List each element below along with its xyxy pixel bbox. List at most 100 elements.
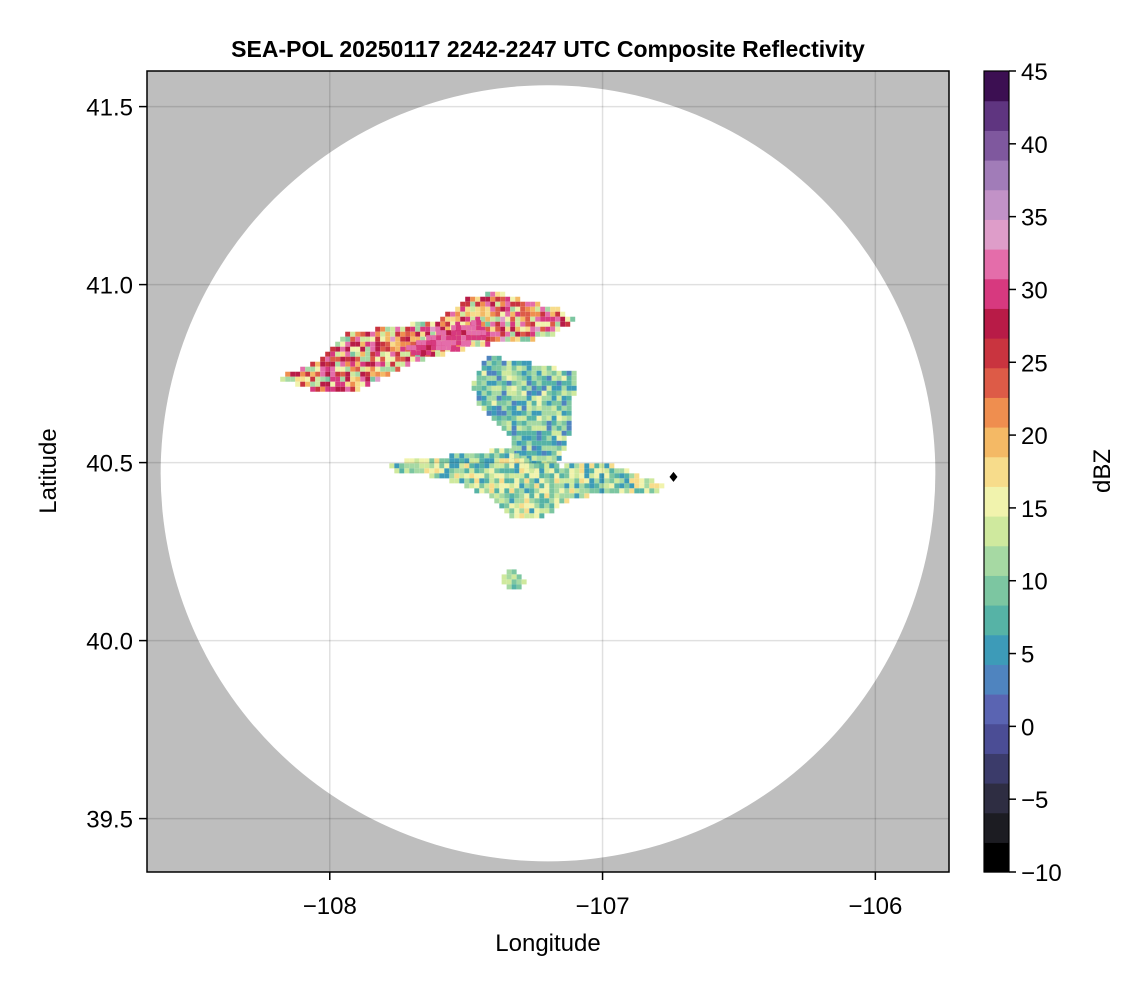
echo-pixel [514, 468, 520, 474]
echo-pixel [355, 386, 361, 392]
echo-pixel [529, 508, 535, 514]
echo-pixel [475, 296, 481, 302]
echo-pixel [556, 455, 562, 461]
echo-pixel [506, 425, 512, 431]
echo-pixel [506, 375, 512, 381]
echo-pixel [454, 458, 460, 464]
echo-pixel [561, 420, 567, 426]
echo-pixel [475, 341, 481, 347]
echo-pixel [435, 321, 441, 327]
echo-pixel [370, 331, 376, 337]
echo-pixel [285, 371, 291, 377]
echo-pixel [486, 375, 492, 381]
echo-pixel [544, 468, 550, 474]
echo-pixel [571, 375, 577, 381]
echo-pixel [531, 415, 537, 421]
echo-pixel [529, 493, 535, 499]
echo-pixel [491, 385, 497, 391]
echo-pixel [370, 341, 376, 347]
echo-pixel [496, 380, 502, 386]
echo-pixel [521, 395, 527, 401]
echo-pixel [325, 361, 331, 367]
echo-pixel [496, 390, 502, 396]
echo-pixel [415, 326, 421, 332]
echo-pixel [414, 463, 420, 469]
echo-pixel [481, 330, 487, 336]
echo-pixel [526, 390, 532, 396]
echo-pixel [495, 306, 501, 312]
echo-pixel [614, 483, 620, 489]
echo-pixel [460, 306, 466, 312]
echo-pixel [499, 488, 505, 494]
echo-pixel [475, 316, 481, 322]
echo-pixel [460, 316, 466, 322]
echo-pixel [535, 311, 541, 317]
echo-pixel [551, 435, 557, 441]
echo-pixel [476, 370, 482, 376]
echo-pixel [546, 385, 552, 391]
echo-pixel [355, 376, 361, 382]
echo-pixel [474, 453, 480, 459]
echo-pixel [521, 380, 527, 386]
echo-pixel [629, 483, 635, 489]
colorbar-tick-label: 5 [1021, 642, 1034, 669]
echo-pixel [599, 473, 605, 479]
echo-pixel [320, 371, 326, 377]
echo-pixel [584, 463, 590, 469]
echo-pixel [634, 473, 640, 479]
echo-pixel [501, 385, 507, 391]
echo-pixel [504, 468, 510, 474]
echo-pixel [654, 483, 660, 489]
echo-pixel [476, 390, 482, 396]
echo-pixel [515, 296, 521, 302]
echo-pixel [516, 430, 522, 436]
echo-pixel [604, 488, 610, 494]
echo-pixel [555, 311, 561, 317]
echo-pixel [539, 498, 545, 504]
echo-pixel [455, 316, 461, 322]
echo-pixel [469, 468, 475, 474]
colorbar-swatch [984, 249, 1009, 280]
echo-pixel [511, 425, 517, 431]
echo-pixel [534, 513, 540, 519]
x-axis-label: Longitude [495, 930, 600, 957]
echo-pixel [505, 296, 511, 302]
echo-pixel [614, 468, 620, 474]
echo-pixel [426, 335, 432, 341]
echo-pixel [566, 375, 572, 381]
echo-pixel [521, 450, 527, 456]
echo-pixel [490, 296, 496, 302]
echo-pixel [539, 508, 545, 514]
echo-pixel [390, 336, 396, 342]
echo-pixel [404, 463, 410, 469]
echo-pixel [569, 483, 575, 489]
radar-site-diamond [669, 471, 678, 482]
echo-pixel [325, 356, 331, 362]
echo-pixel [516, 370, 522, 376]
echo-pixel [405, 331, 411, 337]
echo-pixel [335, 376, 341, 382]
echo-pixel [410, 331, 416, 337]
echo-pixel [549, 463, 555, 469]
colorbar-swatch [984, 634, 1009, 665]
echo-pixel [521, 435, 527, 441]
echo-pixel [511, 584, 517, 590]
echo-pixel [529, 513, 535, 519]
echo-pixel [546, 400, 552, 406]
echo-pixel [485, 311, 491, 317]
echo-pixel [485, 326, 491, 332]
echo-pixel [531, 380, 537, 386]
echo-pixel [365, 346, 371, 352]
echo-pixel [395, 356, 401, 362]
echo-pixel [546, 380, 552, 386]
echo-pixel [449, 478, 455, 484]
echo-pixel [514, 493, 520, 499]
echo-pixel [521, 400, 527, 406]
echo-pixel [566, 415, 572, 421]
echo-pixel [504, 448, 510, 454]
echo-pixel [511, 385, 517, 391]
echo-pixel [461, 335, 467, 341]
echo-pixel [491, 370, 497, 376]
echo-pixel [395, 331, 401, 337]
echo-pixel [584, 483, 590, 489]
